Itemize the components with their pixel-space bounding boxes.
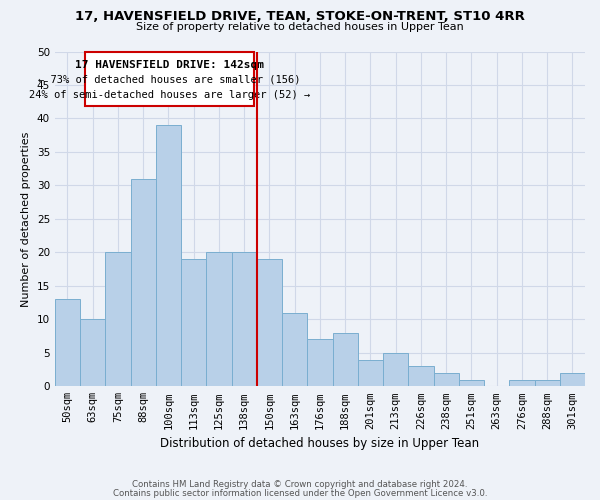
Text: ← 73% of detached houses are smaller (156): ← 73% of detached houses are smaller (15… <box>38 75 301 85</box>
Bar <box>181 259 206 386</box>
Bar <box>232 252 257 386</box>
Text: 17, HAVENSFIELD DRIVE, TEAN, STOKE-ON-TRENT, ST10 4RR: 17, HAVENSFIELD DRIVE, TEAN, STOKE-ON-TR… <box>75 10 525 23</box>
Bar <box>383 353 408 386</box>
Bar <box>257 259 282 386</box>
Text: Contains public sector information licensed under the Open Government Licence v3: Contains public sector information licen… <box>113 488 487 498</box>
Bar <box>509 380 535 386</box>
Bar <box>282 312 307 386</box>
FancyBboxPatch shape <box>85 52 254 106</box>
Y-axis label: Number of detached properties: Number of detached properties <box>21 131 31 306</box>
Text: 17 HAVENSFIELD DRIVE: 142sqm: 17 HAVENSFIELD DRIVE: 142sqm <box>75 60 264 70</box>
Bar <box>535 380 560 386</box>
Bar <box>560 373 585 386</box>
Text: Size of property relative to detached houses in Upper Tean: Size of property relative to detached ho… <box>136 22 464 32</box>
Text: 24% of semi-detached houses are larger (52) →: 24% of semi-detached houses are larger (… <box>29 90 310 101</box>
Bar <box>434 373 459 386</box>
Bar <box>156 125 181 386</box>
X-axis label: Distribution of detached houses by size in Upper Tean: Distribution of detached houses by size … <box>160 437 479 450</box>
Bar <box>55 300 80 386</box>
Bar <box>307 340 332 386</box>
Bar <box>332 332 358 386</box>
Bar <box>408 366 434 386</box>
Bar <box>459 380 484 386</box>
Text: Contains HM Land Registry data © Crown copyright and database right 2024.: Contains HM Land Registry data © Crown c… <box>132 480 468 489</box>
Bar <box>206 252 232 386</box>
Bar <box>358 360 383 386</box>
Bar <box>106 252 131 386</box>
Bar <box>131 178 156 386</box>
Bar <box>80 320 106 386</box>
